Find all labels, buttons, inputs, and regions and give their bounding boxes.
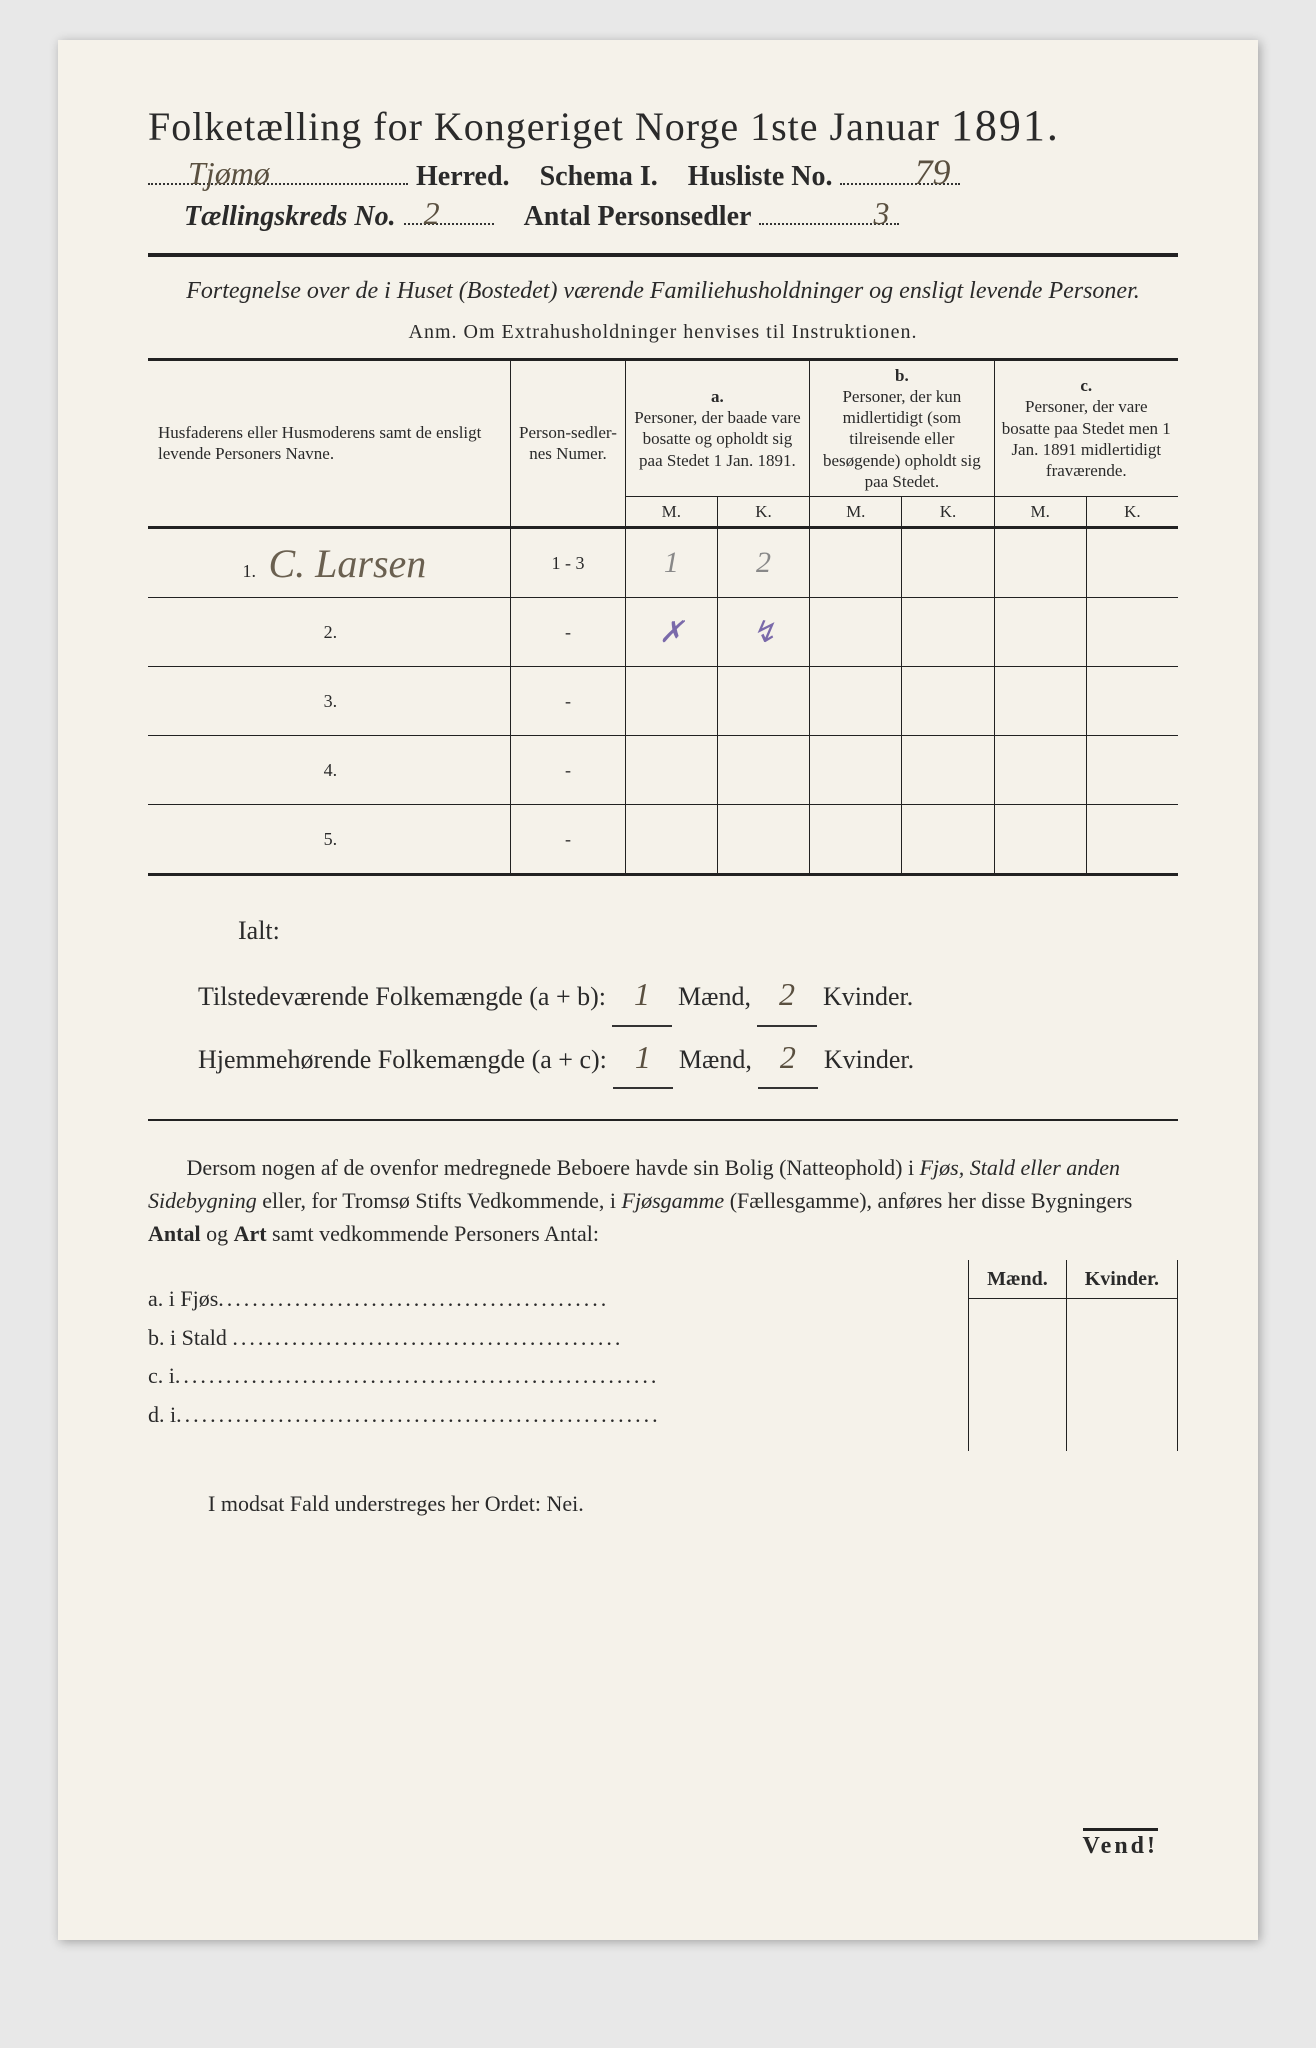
header-line-3: Tællingskreds No. 2 Antal Personsedler 3 (148, 201, 1178, 233)
row-1-cm (994, 528, 1086, 598)
table-row: 2. - ✗ ↯ (148, 598, 1178, 667)
col-a-m: M. (625, 497, 717, 528)
table-row: 3. - (148, 667, 1178, 736)
col-c-k: K. (1086, 497, 1178, 528)
row-1-bk (902, 528, 994, 598)
kreds-value: 2 (424, 195, 440, 232)
row-2-am: ✗ (625, 598, 717, 667)
dersom-paragraph: Dersom nogen af de ovenfor medregnede Be… (148, 1151, 1178, 1250)
anm-note: Anm. Om Extrahusholdninger henvises til … (148, 321, 1178, 344)
page-title: Folketælling for Kongeriget Norge 1ste J… (148, 100, 1178, 151)
row-5-name: 5. (148, 805, 511, 875)
ialt-line-2: Hjemmehørende Folkemængde (a + c): 1 Mæn… (198, 1027, 1178, 1090)
husliste-field: 79 (840, 183, 960, 185)
row-2-cm (994, 598, 1086, 667)
vend-label: Vend! (1083, 1828, 1158, 1860)
row-4-num: - (511, 736, 625, 805)
main-table: Husfaderens eller Husmoderens samt de en… (148, 358, 1178, 877)
lower-section: Mænd. Kvinder. a. i Fjøs................… (148, 1260, 1178, 1451)
row-1-am: 1 (625, 528, 717, 598)
ialt-line-1: Tilstedeværende Folkemængde (a + b): 1 M… (198, 964, 1178, 1027)
title-text: Folketælling for Kongeriget Norge 1ste J… (148, 104, 940, 149)
row-2-num: - (511, 598, 625, 667)
husliste-label: Husliste No. (688, 161, 833, 193)
row-2-ak: ↯ (717, 598, 809, 667)
husliste-value: 79 (914, 151, 950, 193)
side-col-kvinder: Kvinder. (1066, 1260, 1177, 1299)
row-5-num: - (511, 805, 625, 875)
side-table: Mænd. Kvinder. (968, 1260, 1178, 1451)
title-year: 1891. (951, 101, 1060, 150)
side-row (969, 1337, 1178, 1375)
census-form-page: Folketælling for Kongeriget Norge 1ste J… (58, 40, 1258, 1940)
modsat-line: I modsat Fald understreges her Ordet: Ne… (148, 1491, 1178, 1517)
row-2-ck (1086, 598, 1178, 667)
herred-value: Tjømø (188, 155, 270, 192)
ialt-2-m: 1 (613, 1027, 673, 1090)
antal-label: Antal Personsedler (524, 201, 752, 233)
side-row (969, 1375, 1178, 1413)
side-col-maend: Mænd. (969, 1260, 1067, 1299)
ialt-2-k: 2 (758, 1027, 818, 1090)
col-header-c: c. Personer, der vare bosatte paa Stedet… (994, 359, 1178, 497)
antal-field: 3 (759, 223, 899, 225)
herred-field: Tjømø (148, 183, 408, 185)
table-row: 5. - (148, 805, 1178, 875)
table-header-row-1: Husfaderens eller Husmoderens samt de en… (148, 359, 1178, 497)
row-2-bk (902, 598, 994, 667)
header-line-2: Tjømø Herred. Schema I. Husliste No. 79 (148, 161, 1178, 193)
col-header-num: Person-sedler-nes Numer. (511, 359, 625, 528)
row-1-name: 1. C. Larsen (148, 528, 511, 598)
schema-label: Schema I. (540, 161, 658, 193)
side-row (969, 1413, 1178, 1451)
col-b-m: M. (810, 497, 902, 528)
row-3-name: 3. (148, 667, 511, 736)
kreds-field: 2 (404, 223, 494, 225)
row-3-num: - (511, 667, 625, 736)
side-row (969, 1299, 1178, 1338)
col-header-names: Husfaderens eller Husmoderens samt de en… (148, 359, 511, 528)
herred-label: Herred. (416, 161, 510, 193)
row-2-name: 2. (148, 598, 511, 667)
ialt-block: Ialt: Tilstedeværende Folkemængde (a + b… (198, 906, 1178, 1089)
col-header-b: b. Personer, der kun midlertidigt (som t… (810, 359, 994, 497)
table-row: 4. - (148, 736, 1178, 805)
row-1-ck (1086, 528, 1178, 598)
row-2-bm (810, 598, 902, 667)
fortegnelse-heading: Fortegnelse over de i Huset (Bostedet) v… (148, 275, 1178, 309)
row-4-name: 4. (148, 736, 511, 805)
ialt-1-k: 2 (757, 964, 817, 1027)
row-1-bm (810, 528, 902, 598)
col-header-a: a. Personer, der baade vare bosatte og o… (625, 359, 809, 497)
divider-2 (148, 1119, 1178, 1121)
antal-value: 3 (873, 195, 889, 232)
col-a-k: K. (717, 497, 809, 528)
side-header: Mænd. Kvinder. (969, 1260, 1178, 1299)
col-c-m: M. (994, 497, 1086, 528)
ialt-1-m: 1 (612, 964, 672, 1027)
row-1-ak: 2 (717, 528, 809, 598)
kreds-label: Tællingskreds No. (184, 201, 396, 233)
ialt-heading: Ialt: (198, 906, 1178, 955)
divider (148, 253, 1178, 257)
col-b-k: K. (902, 497, 994, 528)
row-1-num: 1 - 3 (511, 528, 625, 598)
table-row: 1. C. Larsen 1 - 3 1 2 (148, 528, 1178, 598)
